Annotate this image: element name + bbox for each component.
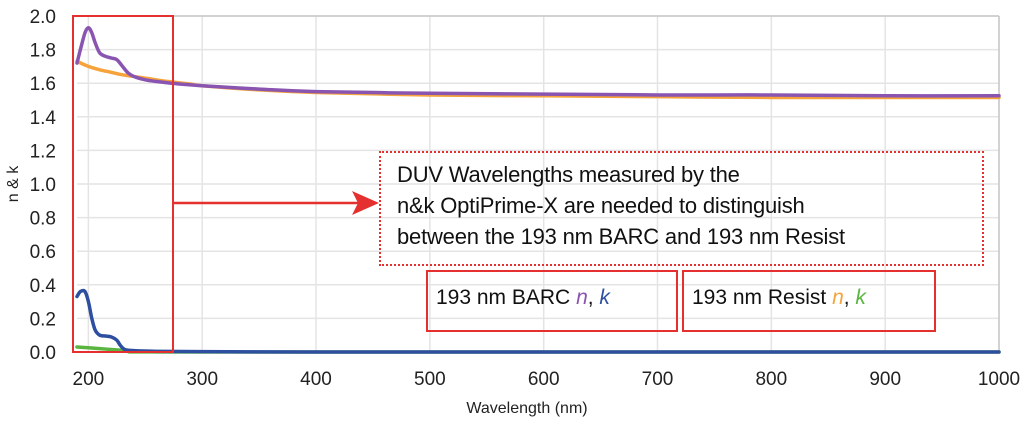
series-line-193-nm-resist-n: [75, 59, 1001, 100]
annotation-line: DUV Wavelengths measured by the: [397, 162, 740, 187]
y-tick-label: 0.4: [30, 276, 57, 297]
y-tick-label: 0.0: [30, 343, 56, 364]
legend-resist-label: 193 nm Resist: [692, 286, 833, 309]
legend-resist-k: k: [855, 286, 866, 309]
grid-lines: [77, 15, 1000, 353]
x-tick-label: 900: [869, 369, 901, 390]
y-axis-label: n & k: [5, 165, 22, 202]
y-axis-ticks: 0.0 0.2 0.4 0.6 0.8 1.0 1.2 1.4 1.6 1.8 2.0: [30, 7, 57, 364]
annotation-line: n&k OptiPrime-X are needed to distinguis…: [397, 193, 805, 218]
x-tick-label: 700: [642, 369, 674, 390]
legend-separator: ,: [587, 286, 600, 309]
legend-resist-n: n: [832, 286, 844, 309]
series-line-193-nm-barc-n: [75, 26, 1001, 98]
legend-barc-label: 193 nm BARC: [436, 286, 577, 309]
y-tick-label: 1.8: [30, 41, 56, 62]
highlight-box: [72, 15, 174, 353]
x-tick-label: 1000: [978, 369, 1020, 390]
y-tick-label: 1.0: [30, 175, 56, 196]
legend-barc-n: n: [576, 286, 588, 309]
arrow-head-icon: [352, 191, 379, 215]
x-tick-label: 400: [300, 369, 332, 390]
x-tick-label: 800: [755, 369, 787, 390]
annotation-text-box: DUV Wavelengths measured by the n&k Opti…: [379, 151, 984, 266]
series-line-193-nm-barc-k: [75, 288, 1001, 354]
legend-barc: 193 nm BARC n, k: [426, 270, 678, 332]
y-tick-label: 1.4: [30, 108, 57, 129]
y-tick-label: 0.6: [30, 242, 56, 263]
x-axis-label: Wavelength (nm): [466, 400, 587, 417]
x-axis-ticks: 200 300 400 500 600 700 800 900 1000: [73, 369, 1021, 390]
y-tick-label: 1.6: [30, 74, 56, 95]
x-tick-label: 200: [73, 369, 105, 390]
y-tick-label: 1.2: [30, 141, 56, 162]
legend-separator: ,: [843, 286, 856, 309]
x-tick-label: 300: [186, 369, 218, 390]
y-tick-label: 2.0: [30, 7, 56, 28]
annotation-line: between the 193 nm BARC and 193 nm Resis…: [397, 224, 845, 249]
legend-resist: 193 nm Resist n, k: [682, 270, 936, 332]
y-tick-label: 0.8: [30, 209, 56, 230]
legend-barc-k: k: [599, 286, 610, 309]
chart-annotations: [72, 15, 379, 353]
x-tick-label: 600: [528, 369, 560, 390]
x-tick-label: 500: [414, 369, 446, 390]
y-tick-label: 0.2: [30, 309, 56, 330]
